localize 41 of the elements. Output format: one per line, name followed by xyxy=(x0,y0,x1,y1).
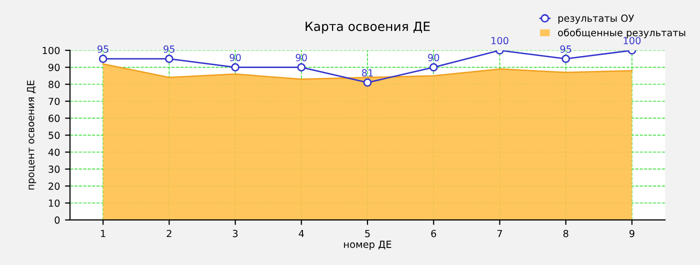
legend-label: обобщенные результаты xyxy=(558,28,686,38)
y-tick-label: 50 xyxy=(48,132,60,139)
y-tick-label: 100 xyxy=(42,46,60,54)
x-tick-label: 1 xyxy=(101,230,106,238)
point xyxy=(297,63,306,72)
y-tick-label: 90 xyxy=(48,64,60,72)
y-tick-label: 40 xyxy=(48,148,60,156)
x-tick-label: 4 xyxy=(298,230,304,238)
x-tick-label: 6 xyxy=(431,230,436,238)
point xyxy=(98,54,108,63)
point xyxy=(231,63,240,72)
point xyxy=(429,63,438,72)
data-label: 90 xyxy=(230,54,241,62)
y-axis-title: процент освоения ДЕ xyxy=(27,80,36,190)
data-label: 90 xyxy=(296,54,307,62)
legend-label: результаты ОУ xyxy=(558,14,634,24)
x-tick-label: 7 xyxy=(497,230,502,238)
y-tick-label: 20 xyxy=(48,182,60,190)
data-label: 95 xyxy=(164,45,175,53)
x-tick-label: 2 xyxy=(166,230,172,238)
y-tick-label: 30 xyxy=(48,166,60,173)
y-tick-label: 80 xyxy=(48,80,60,88)
data-label: 81 xyxy=(362,69,373,77)
x-tick-label: 8 xyxy=(563,230,568,238)
x-axis-title: номер ДЕ xyxy=(344,240,392,250)
y-tick-label: 10 xyxy=(48,199,60,207)
data-label: 95 xyxy=(560,45,572,53)
x-tick-label: 9 xyxy=(629,230,634,238)
point xyxy=(165,54,174,63)
data-label: 90 xyxy=(428,54,440,62)
x-tick-label: 5 xyxy=(365,230,370,238)
y-tick-label: 60 xyxy=(48,114,60,122)
data-label: 100 xyxy=(624,36,641,44)
chart-title: Карта освоения ДЕ xyxy=(306,22,430,34)
data-label: 100 xyxy=(492,36,508,44)
point xyxy=(363,78,372,87)
y-tick-label: 70 xyxy=(48,98,60,106)
data-label: 95 xyxy=(97,45,108,53)
y-tick-label: 0 xyxy=(54,216,60,224)
x-tick-label: 3 xyxy=(232,230,238,238)
point xyxy=(562,54,570,63)
